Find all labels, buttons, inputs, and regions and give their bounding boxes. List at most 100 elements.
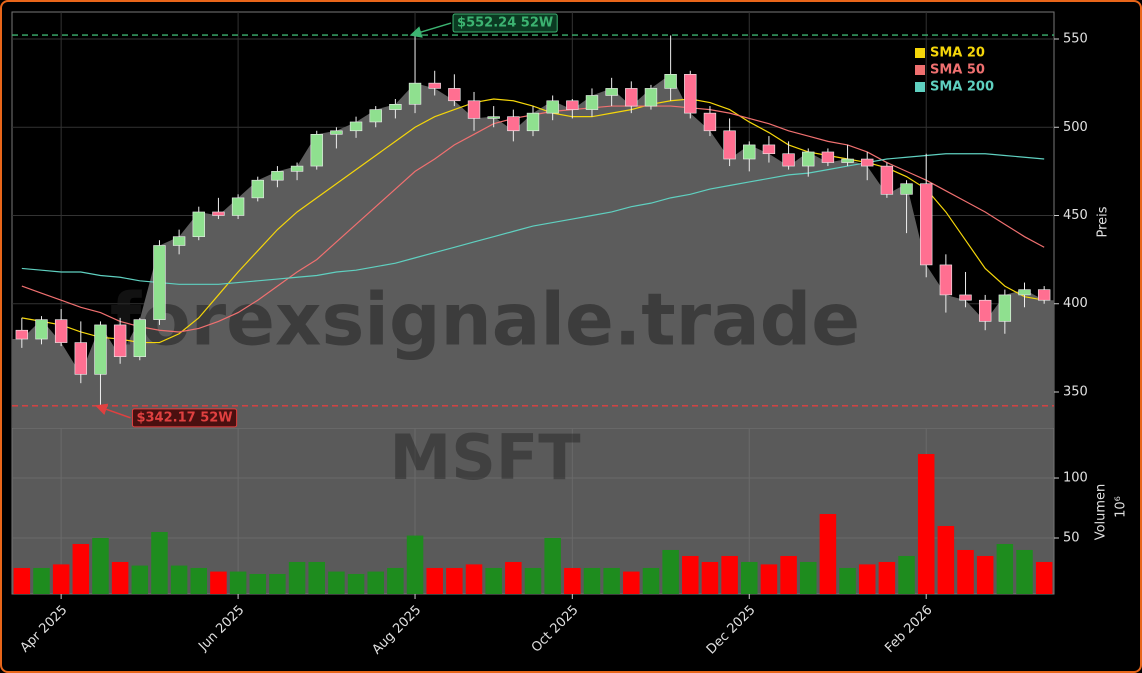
volume-bar bbox=[662, 549, 679, 594]
candle-body bbox=[74, 342, 88, 375]
volume-bar bbox=[898, 555, 915, 594]
candle-body bbox=[1018, 289, 1031, 296]
volume-bar bbox=[623, 571, 640, 594]
volume-bar bbox=[328, 571, 345, 594]
candle-body bbox=[153, 245, 166, 320]
volume-bar bbox=[780, 555, 797, 594]
volume-bar bbox=[249, 573, 267, 594]
volume-bar bbox=[72, 543, 90, 594]
watermark: forexsignale.trade bbox=[110, 278, 860, 362]
volume-bar bbox=[642, 567, 660, 594]
legend-swatch bbox=[915, 48, 925, 58]
candle-body bbox=[900, 183, 913, 195]
volume-bar bbox=[603, 567, 620, 594]
volume-unit: 10⁶ bbox=[1114, 496, 1129, 518]
volume-bar bbox=[957, 549, 974, 594]
legend-label: SMA 200 bbox=[930, 80, 994, 95]
x-tick-label: Jun 2025 bbox=[195, 603, 247, 655]
volume-bar bbox=[190, 567, 208, 594]
candle-body bbox=[113, 324, 127, 357]
candle-body bbox=[939, 264, 953, 296]
x-tick-label: Feb 2026 bbox=[882, 603, 935, 656]
annotation-box bbox=[131, 408, 238, 428]
volume-bar bbox=[799, 561, 817, 594]
volume-axis-label: Volumen bbox=[1094, 484, 1109, 541]
volume-bar bbox=[878, 561, 896, 594]
candle-body bbox=[723, 130, 736, 160]
volume-bar bbox=[760, 564, 778, 594]
legend-label: SMA 50 bbox=[930, 63, 985, 78]
candle-body bbox=[998, 294, 1012, 322]
candle-body bbox=[231, 197, 245, 216]
volume-bar bbox=[505, 561, 522, 594]
candle-body bbox=[467, 100, 481, 119]
volume-bar bbox=[485, 567, 502, 594]
y-tick-label: 550 bbox=[1063, 32, 1088, 47]
y-tick-label: 400 bbox=[1063, 296, 1088, 311]
x-tick-label: Apr 2025 bbox=[18, 603, 71, 656]
volume-bar bbox=[819, 513, 837, 594]
volume-bar bbox=[583, 567, 601, 594]
candle-body bbox=[251, 179, 264, 199]
candle-body bbox=[192, 211, 205, 237]
volume-bar bbox=[1016, 549, 1033, 594]
candle-body bbox=[330, 130, 343, 135]
candle-body bbox=[802, 151, 815, 167]
candle-body bbox=[978, 299, 992, 322]
y-axis-label: Preis bbox=[1096, 206, 1111, 237]
volume-bar bbox=[387, 567, 404, 594]
candle-body bbox=[644, 88, 658, 107]
candle-body bbox=[408, 82, 422, 105]
candle-body bbox=[585, 95, 599, 110]
candle-body bbox=[349, 121, 363, 132]
candle-body bbox=[212, 211, 225, 216]
volume-bar bbox=[406, 535, 424, 594]
volume-bar bbox=[544, 537, 561, 594]
annotation-arrow bbox=[409, 22, 452, 38]
candle-body bbox=[821, 151, 835, 163]
candle-body bbox=[762, 144, 776, 155]
y-tick-label: 350 bbox=[1063, 384, 1088, 399]
candle-body bbox=[920, 183, 933, 266]
candle-body bbox=[566, 100, 579, 110]
volume-bar bbox=[917, 454, 935, 594]
volume-bar bbox=[937, 525, 955, 594]
volume-bar bbox=[347, 573, 365, 594]
candle-body bbox=[35, 319, 48, 340]
legend-swatch bbox=[915, 65, 925, 75]
candle-body bbox=[369, 109, 382, 123]
candle-body bbox=[1037, 289, 1051, 301]
candle-body bbox=[526, 112, 540, 132]
candle-body bbox=[54, 319, 68, 343]
volume-bar bbox=[564, 567, 581, 594]
sma-line bbox=[21, 153, 1045, 285]
candle-body bbox=[172, 236, 186, 246]
candle-body bbox=[487, 116, 500, 119]
annotation: $552.24 52W bbox=[452, 13, 558, 33]
candle-body bbox=[290, 165, 304, 172]
volume-bar bbox=[465, 564, 483, 594]
volume-bar bbox=[524, 567, 542, 594]
volume-bar bbox=[229, 571, 247, 594]
volume-bar bbox=[741, 561, 758, 594]
candle-body bbox=[782, 153, 795, 167]
annotation-label: $342.17 52W bbox=[136, 410, 232, 425]
volume-bar bbox=[446, 567, 463, 594]
candle-body bbox=[959, 294, 972, 301]
y-tick-label: 50 bbox=[1063, 530, 1080, 545]
candle-body bbox=[507, 116, 520, 132]
candle-body bbox=[448, 88, 461, 102]
volume-bar bbox=[367, 571, 384, 594]
y-tick-label: 500 bbox=[1063, 120, 1088, 135]
candle-body bbox=[389, 104, 402, 110]
watermark-symbol: MSFT bbox=[390, 421, 581, 494]
candle-body bbox=[703, 112, 717, 132]
candle-body bbox=[861, 158, 874, 167]
annotation-arrow bbox=[95, 403, 131, 419]
candle-body bbox=[880, 165, 894, 195]
volume-bar bbox=[131, 565, 149, 594]
volume-bar bbox=[858, 564, 876, 594]
volume-bar bbox=[682, 555, 699, 594]
volume-bar bbox=[151, 531, 168, 594]
volume-bar bbox=[839, 567, 856, 594]
